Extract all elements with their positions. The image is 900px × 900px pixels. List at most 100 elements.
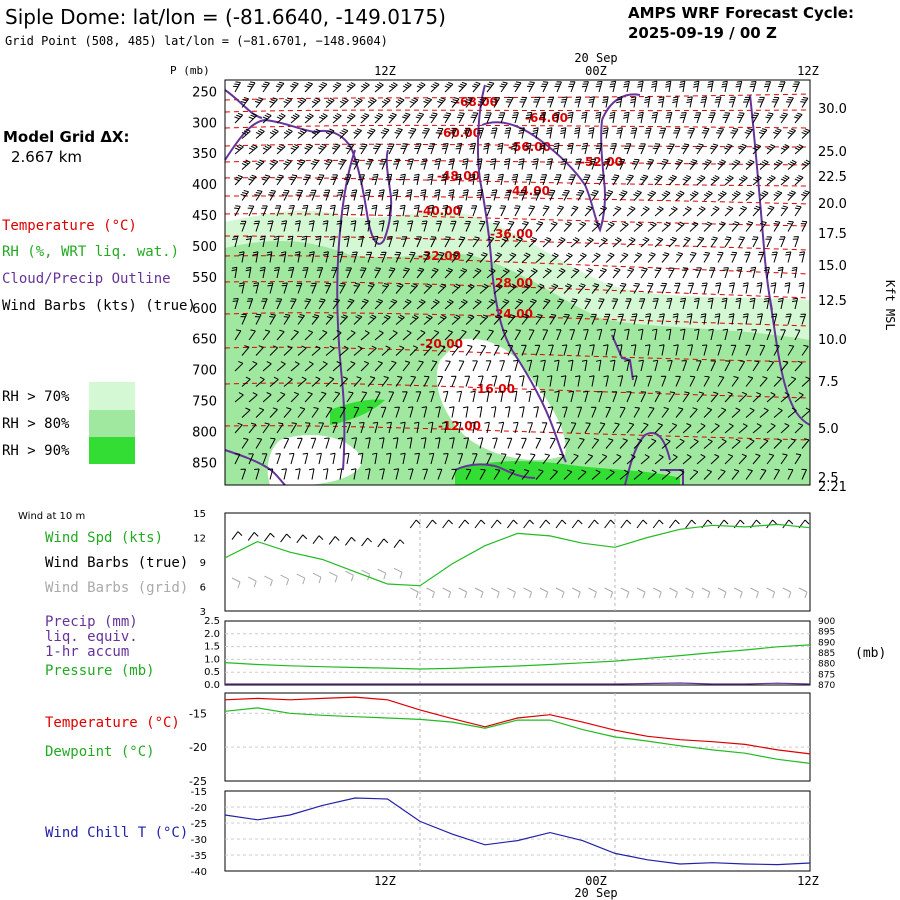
wind-barb [451,375,457,387]
wind-barb-true [458,519,470,529]
wind-barb [569,329,576,341]
wind-barb [507,220,515,232]
wind-barb [766,175,776,186]
wind-barb [269,313,277,325]
wind-barb [722,112,731,124]
wind-barb [598,298,605,310]
wind-barb [763,81,772,93]
wind-barb [385,204,392,217]
wind-barb [339,97,349,108]
wind-barb [658,127,667,139]
wind-barb [778,81,786,93]
wind-barb [302,267,309,279]
wind-barb [421,127,430,139]
wind-barb [798,282,805,294]
wind-barb [378,220,385,232]
wind-barb [801,376,811,387]
cross-section-wind-barbs [231,80,811,480]
wind-barb [633,406,641,418]
wind-barb [297,345,307,356]
wind-barb [759,376,768,387]
pressure-tick-label: 250 [192,85,217,100]
wind-barb [672,96,679,108]
wind-barb [590,313,597,325]
wind-barb [415,112,425,124]
wind-barb [255,128,265,139]
wind-barb [434,189,441,201]
wind-barb [736,112,745,124]
wind-barb [465,314,475,325]
wind-barb [574,96,582,108]
wind-barb [492,96,501,108]
wind-barb [437,314,447,325]
wind-barb [570,422,577,434]
wind-barb [717,251,724,263]
wind-barb [787,220,794,232]
wind-barb [771,96,780,108]
wind-barb [458,81,467,93]
wind-barb [800,220,808,232]
wind-barb [472,299,482,310]
wind-barb [640,267,648,279]
wind-barb [519,406,525,418]
wind-barb [234,205,241,217]
wind-barb [324,282,332,294]
wind-barb [623,80,630,93]
wind-barb [276,391,286,403]
wind-barb [631,158,640,170]
wind-barb [521,221,529,232]
wind-barb [408,468,414,480]
wind-barb [420,437,427,449]
accum-label: 1-hr accum [45,644,129,660]
wind-barb [801,468,807,480]
wind-barb [289,452,295,465]
wind-barb [707,80,714,93]
wind-barb [276,113,286,124]
height-tick-label: 15.0 [818,259,847,274]
wind-barb [640,422,649,434]
wind-barb [556,329,562,341]
wind-barb [584,205,593,217]
wind-barb [731,407,741,418]
wind-barb [423,97,433,108]
wind-barb [423,283,433,294]
wind-barb [751,236,759,248]
wind-barb [367,376,376,387]
wind-barb [752,360,760,372]
wind-barb [724,236,732,248]
wind-barb-true [782,519,794,529]
wind-barb [728,313,735,325]
wind-barb [605,469,615,480]
wind-barb [752,175,762,186]
wind-barb-grid [701,587,711,599]
precip-label: Precip (mm) [45,614,138,630]
wind-barb [759,221,767,232]
wind-barb [668,454,678,465]
wind-barb [688,159,698,170]
precip-tick-label: 2.0 [204,629,220,640]
wind-barb [437,345,446,356]
wind-barb [766,205,775,217]
wind-barb [542,298,551,310]
wind-barb [276,329,285,341]
wind-barb [773,376,782,387]
wind-barb [658,313,665,325]
wind-barb [731,159,741,170]
wind-barb [240,190,249,201]
rh-dry-pocket-2 [267,435,362,485]
wind-barb [469,142,476,155]
wind-barb [745,469,753,480]
wind-speed-lines [224,523,811,587]
wind-barb [478,375,484,387]
wind-barb [374,112,384,124]
wind-barb [556,237,566,248]
wind-barb [240,220,247,232]
wind-barb [661,252,670,263]
wind-barb [359,422,365,434]
wind-barb [451,314,461,325]
wind-barb [304,422,311,434]
wind-barb [526,81,535,93]
wind-barb [269,345,279,356]
wind-barb [567,359,574,372]
